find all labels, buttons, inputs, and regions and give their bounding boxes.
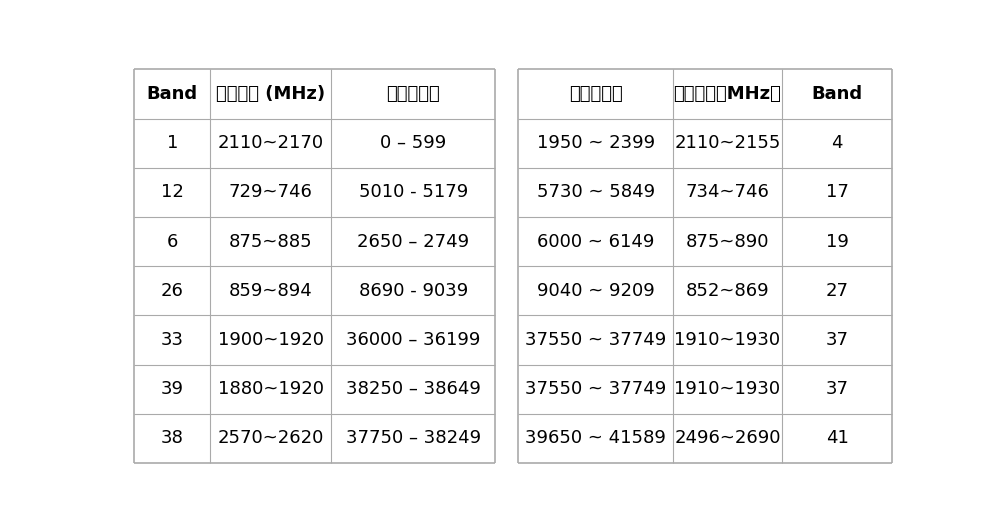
- Text: 5730 ~ 5849: 5730 ~ 5849: [537, 183, 655, 201]
- Text: Band: Band: [811, 85, 863, 103]
- Text: 37: 37: [826, 331, 849, 349]
- Text: 2110~2170: 2110~2170: [218, 134, 324, 152]
- Text: Band: Band: [147, 85, 198, 103]
- Text: 物理频点（MHz）: 物理频点（MHz）: [674, 85, 781, 103]
- Text: 6: 6: [167, 232, 178, 250]
- Text: 37550 ~ 37749: 37550 ~ 37749: [525, 380, 666, 398]
- Text: 绝对频点号: 绝对频点号: [569, 85, 622, 103]
- Text: 物理频点 (MHz): 物理频点 (MHz): [216, 85, 325, 103]
- Text: 19: 19: [826, 232, 848, 250]
- Text: 5010 - 5179: 5010 - 5179: [359, 183, 468, 201]
- Text: 734~746: 734~746: [686, 183, 769, 201]
- Text: 1880~1920: 1880~1920: [218, 380, 324, 398]
- Text: 绝对频点号: 绝对频点号: [386, 85, 440, 103]
- Text: 0 – 599: 0 – 599: [380, 134, 446, 152]
- Text: 729~746: 729~746: [229, 183, 313, 201]
- Text: 859~894: 859~894: [229, 282, 313, 300]
- Text: 852~869: 852~869: [686, 282, 769, 300]
- Text: 37550 ~ 37749: 37550 ~ 37749: [525, 331, 666, 349]
- Text: 38250 – 38649: 38250 – 38649: [346, 380, 481, 398]
- Text: 1: 1: [167, 134, 178, 152]
- Text: 37: 37: [826, 380, 849, 398]
- Text: 36000 – 36199: 36000 – 36199: [346, 331, 480, 349]
- Text: 39: 39: [161, 380, 184, 398]
- Text: 1910~1930: 1910~1930: [674, 331, 781, 349]
- Text: 1910~1930: 1910~1930: [674, 380, 781, 398]
- Text: 17: 17: [826, 183, 848, 201]
- Text: 9040 ~ 9209: 9040 ~ 9209: [537, 282, 654, 300]
- Text: 38: 38: [161, 430, 184, 447]
- Text: 27: 27: [826, 282, 849, 300]
- Text: 8690 - 9039: 8690 - 9039: [359, 282, 468, 300]
- Text: 875~885: 875~885: [229, 232, 312, 250]
- Text: 875~890: 875~890: [686, 232, 769, 250]
- Text: 37750 – 38249: 37750 – 38249: [346, 430, 481, 447]
- Text: 1900~1920: 1900~1920: [218, 331, 324, 349]
- Text: 39650 ~ 41589: 39650 ~ 41589: [525, 430, 666, 447]
- Text: 2570~2620: 2570~2620: [217, 430, 324, 447]
- Text: 2496~2690: 2496~2690: [674, 430, 781, 447]
- Text: 2650 – 2749: 2650 – 2749: [357, 232, 469, 250]
- Text: 26: 26: [161, 282, 184, 300]
- Text: 33: 33: [161, 331, 184, 349]
- Text: 41: 41: [826, 430, 848, 447]
- Text: 12: 12: [161, 183, 184, 201]
- Text: 4: 4: [831, 134, 843, 152]
- Text: 1950 ~ 2399: 1950 ~ 2399: [537, 134, 655, 152]
- Text: 6000 ~ 6149: 6000 ~ 6149: [537, 232, 654, 250]
- Text: 2110~2155: 2110~2155: [674, 134, 781, 152]
